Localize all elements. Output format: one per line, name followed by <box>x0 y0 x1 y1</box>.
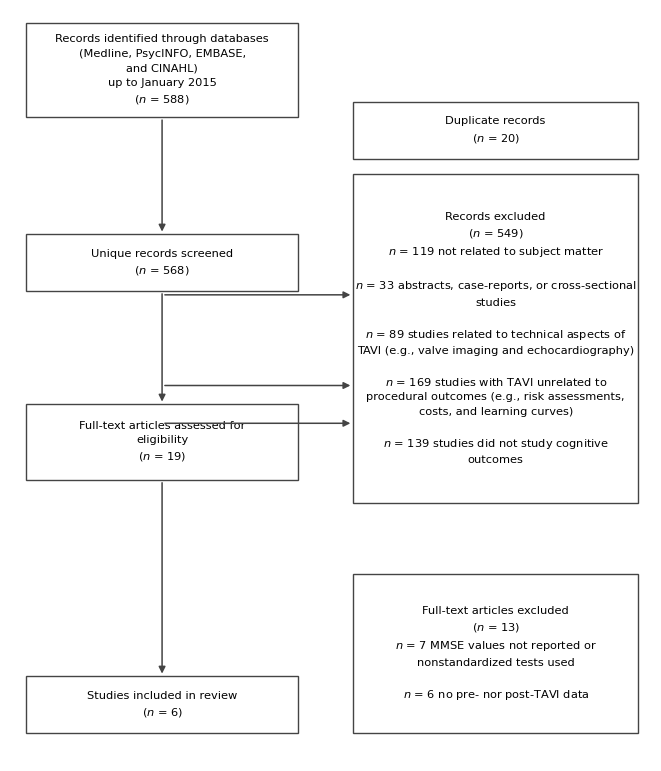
Bar <box>353 174 639 503</box>
Bar <box>26 234 298 291</box>
Bar <box>26 23 298 117</box>
Text: Full-text articles excluded
($n$ = 13)
$n$ = 7 MMSE values not reported or
nonst: Full-text articles excluded ($n$ = 13) $… <box>395 606 597 702</box>
Bar <box>353 574 639 733</box>
Bar <box>26 405 298 480</box>
Text: Full-text articles assessed for
eligibility
($n$ = 19): Full-text articles assessed for eligibil… <box>79 421 245 463</box>
Text: Records excluded
($n$ = 549)
$n$ = 119 not related to subject matter

$n$ = 33 a: Records excluded ($n$ = 549) $n$ = 119 n… <box>355 211 637 465</box>
Text: Studies included in review
($n$ = 6): Studies included in review ($n$ = 6) <box>87 691 237 719</box>
Text: Records identified through databases
(Medline, PsycINFO, EMBASE,
and CINAHL)
up : Records identified through databases (Me… <box>56 35 269 106</box>
Bar <box>353 103 639 159</box>
Text: Duplicate records
($n$ = 20): Duplicate records ($n$ = 20) <box>446 116 546 145</box>
Text: Unique records screened
($n$ = 568): Unique records screened ($n$ = 568) <box>91 248 233 277</box>
Bar <box>26 676 298 733</box>
